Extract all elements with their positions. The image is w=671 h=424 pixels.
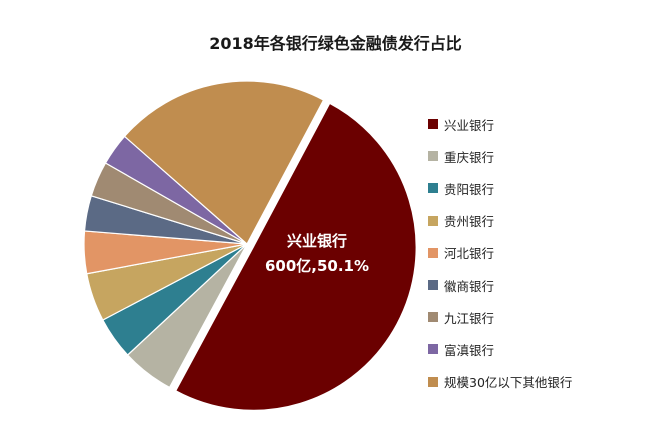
legend-swatch [428, 215, 438, 226]
legend-swatch [428, 247, 438, 258]
slice-label-value: 600亿,50.1% [265, 257, 369, 275]
legend-item: 兴业银行 [428, 108, 572, 140]
legend-label: 富滇银行 [444, 342, 495, 358]
legend-label: 规模30亿以下其他银行 [444, 375, 573, 391]
chart-title: 2018年各银行绿色金融债发行占比 [209, 34, 462, 53]
legend-swatch [428, 312, 438, 323]
pie-slice-9 [123, 80, 325, 245]
legend-item: 九江银行 [428, 301, 572, 333]
legend: 兴业银行重庆银行贵阳银行贵州银行河北银行徽商银行九江银行富滇银行规模30亿以下其… [428, 108, 572, 398]
legend-item: 贵阳银行 [428, 172, 572, 204]
legend-item: 规模30亿以下其他银行 [428, 366, 572, 398]
legend-swatch [428, 344, 438, 355]
legend-swatch [428, 280, 438, 291]
legend-swatch [428, 376, 438, 387]
legend-swatch [428, 119, 438, 130]
legend-item: 重庆银行 [428, 140, 572, 172]
legend-label: 九江银行 [444, 310, 495, 326]
legend-item: 富滇银行 [428, 333, 572, 365]
legend-item: 徽商银行 [428, 269, 572, 301]
pie-slice-1 [174, 102, 417, 411]
legend-label: 河北银行 [444, 246, 495, 262]
slice-label-name: 兴业银行 [287, 232, 347, 250]
legend-item: 贵州银行 [428, 205, 572, 237]
legend-item: 河北银行 [428, 237, 572, 269]
legend-swatch [428, 151, 438, 162]
legend-label: 贵州银行 [444, 214, 495, 230]
legend-swatch [428, 183, 438, 194]
legend-label: 徽商银行 [444, 278, 495, 294]
legend-label: 贵阳银行 [444, 181, 495, 197]
legend-label: 重庆银行 [444, 149, 495, 165]
legend-label: 兴业银行 [444, 117, 495, 133]
